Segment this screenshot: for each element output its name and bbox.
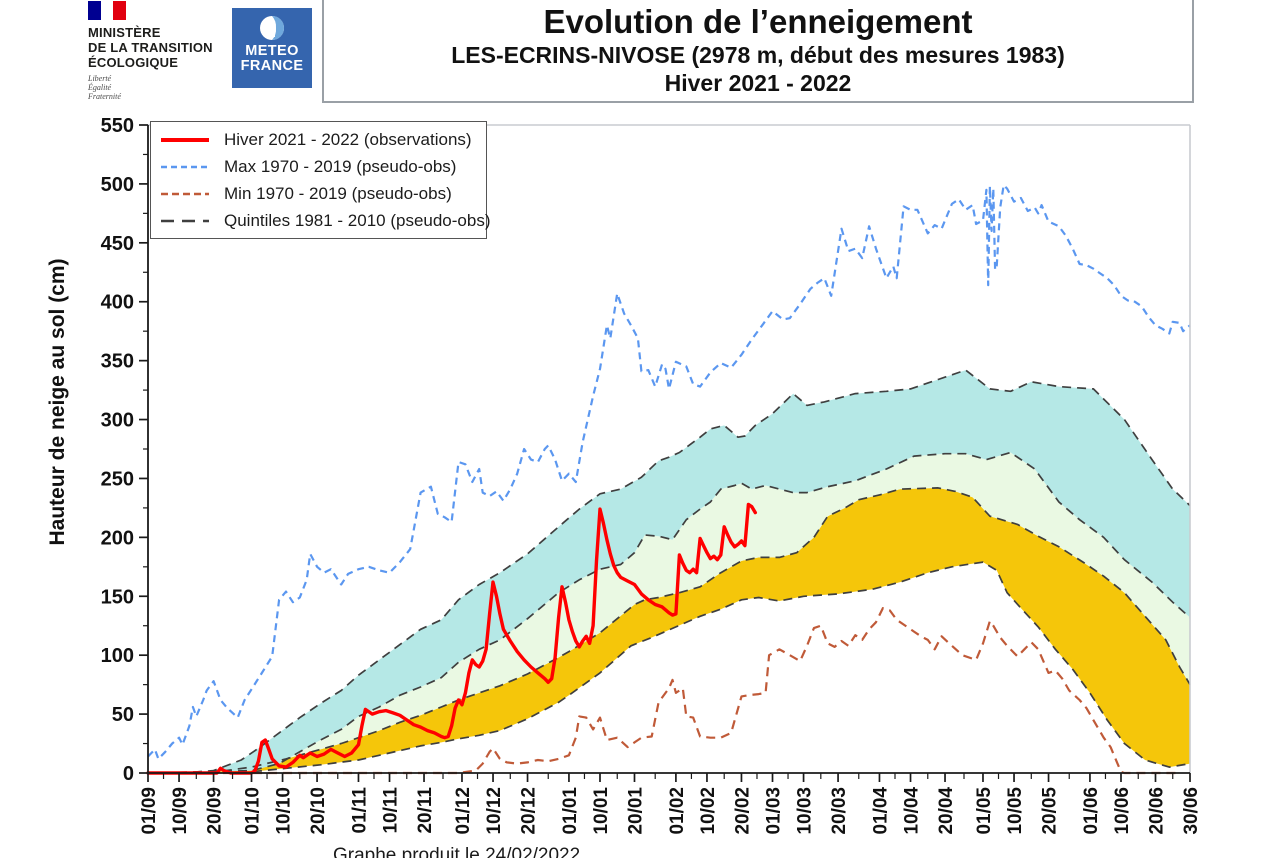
quintile-line-q20 xyxy=(148,561,1191,774)
meteo-line-1: METEO xyxy=(245,43,299,59)
legend-item-observations: Hiver 2021 - 2022 (observations) xyxy=(159,128,478,152)
french-flag-icon xyxy=(88,1,127,20)
ministry-line-2: DE LA TRANSITION xyxy=(88,40,213,55)
y-axis-title: Hauteur de neige au sol (cm) xyxy=(46,258,69,546)
x-tick-label: 10/11 xyxy=(381,787,402,834)
x-tick-label: 01/06 xyxy=(1081,787,1102,835)
legend-label-quintiles: Quintiles 1981 - 2010 (pseudo-obs) xyxy=(224,210,491,230)
ministry-name: MINISTÈRE DE LA TRANSITION ÉCOLOGIQUE xyxy=(88,25,213,70)
x-tick-label: 20/02 xyxy=(732,787,753,835)
x-tick-label: 01/12 xyxy=(453,787,474,835)
y-tick-label: 400 xyxy=(101,292,134,314)
chart-legend: Hiver 2021 - 2022 (observations) Max 197… xyxy=(150,121,491,239)
page-title: Evolution de l’enneigement xyxy=(543,3,973,40)
legend-label-min: Min 1970 - 2019 (pseudo-obs) xyxy=(224,183,452,203)
x-tick-label: 20/09 xyxy=(205,787,226,835)
meteo-line-2: FRANCE xyxy=(240,58,304,74)
meteo-france-logo: METEO FRANCE xyxy=(232,8,312,88)
band-q40-q60 xyxy=(148,452,1190,773)
y-tick-label: 450 xyxy=(101,233,134,255)
quintile-line-q60 xyxy=(147,451,1191,774)
x-tick-label: 10/06 xyxy=(1112,787,1133,835)
y-tick-label: 50 xyxy=(112,704,134,726)
y-tick-label: 0 xyxy=(123,763,134,785)
x-tick-label: 10/05 xyxy=(1005,787,1026,835)
flag-red-stripe xyxy=(113,1,127,20)
x-tick-label: 20/04 xyxy=(936,787,957,835)
y-tick-label: 300 xyxy=(101,410,134,432)
x-tick-label: 01/03 xyxy=(764,787,785,835)
legend-line-quintiles-icon xyxy=(161,219,209,222)
x-tick-label: 10/09 xyxy=(170,787,191,835)
flag-blue-stripe xyxy=(88,1,101,20)
x-tick-label: 20/06 xyxy=(1146,787,1167,835)
x-tick-label: 01/02 xyxy=(667,787,688,835)
y-tick-label: 550 xyxy=(101,115,134,137)
title-box: Evolution de l’enneigement LES-ECRINS-NI… xyxy=(322,0,1194,103)
x-tick-label: 10/04 xyxy=(902,787,923,835)
x-tick-label: 10/10 xyxy=(274,787,295,835)
y-tick-label: 200 xyxy=(101,527,134,549)
motto-liberte: Liberté xyxy=(88,74,112,83)
meteo-france-icon xyxy=(260,16,284,40)
ministry-motto: Liberté Égalité Fraternité xyxy=(88,74,121,101)
page-subtitle: LES-ECRINS-NIVOSE (2978 m, début des mes… xyxy=(451,42,1065,68)
motto-fraternite: Fraternité xyxy=(88,92,121,101)
y-tick-label: 500 xyxy=(101,174,134,196)
flag-white-stripe xyxy=(100,1,114,20)
x-tick-label: 20/03 xyxy=(829,787,850,835)
ministry-line-1: MINISTÈRE xyxy=(88,25,161,40)
band-q60-q80 xyxy=(148,370,1190,773)
y-tick-label: 350 xyxy=(101,351,134,373)
x-tick-label: 10/03 xyxy=(795,787,816,835)
legend-line-min-icon xyxy=(161,192,209,195)
legend-line-observations-icon xyxy=(161,137,209,142)
legend-label-max: Max 1970 - 2019 (pseudo-obs) xyxy=(224,156,457,176)
x-tick-label: 10/01 xyxy=(591,787,612,835)
x-tick-label: 01/04 xyxy=(870,787,891,835)
legend-item-quintiles: Quintiles 1981 - 2010 (pseudo-obs) xyxy=(159,209,491,233)
legend-label-observations: Hiver 2021 - 2022 (observations) xyxy=(224,129,472,149)
x-tick-label: 10/12 xyxy=(484,787,505,835)
x-tick-label: 30/06 xyxy=(1181,787,1202,835)
x-tick-label: 01/05 xyxy=(974,787,995,835)
page-season: Hiver 2021 - 2022 xyxy=(664,70,852,96)
legend-item-max: Max 1970 - 2019 (pseudo-obs) xyxy=(159,155,478,179)
observations-line xyxy=(146,502,757,775)
min-line xyxy=(148,607,1177,775)
x-tick-label: 01/09 xyxy=(139,787,160,835)
max-line xyxy=(147,184,1191,760)
y-tick-label: 250 xyxy=(101,468,134,490)
y-tick-label: 150 xyxy=(101,586,134,608)
legend-item-min: Min 1970 - 2019 (pseudo-obs) xyxy=(159,182,478,206)
x-tick-label: 01/10 xyxy=(243,787,264,835)
x-tick-label: 01/01 xyxy=(560,787,581,835)
legend-line-max-icon xyxy=(161,165,209,168)
x-tick-label: 20/10 xyxy=(308,787,329,835)
ministry-line-3: ÉCOLOGIQUE xyxy=(88,55,179,70)
x-tick-label: 10/02 xyxy=(698,787,719,835)
meteo-france-name: METEO FRANCE xyxy=(232,44,312,74)
y-tick-label: 100 xyxy=(101,645,134,667)
band-q20-q40 xyxy=(148,487,1190,773)
x-tick-label: 20/12 xyxy=(519,787,540,835)
chart-caption: Graphe produit le 24/02/2022 xyxy=(333,845,581,858)
x-tick-label: 20/05 xyxy=(1040,787,1061,835)
x-tick-label: 01/11 xyxy=(349,787,370,834)
motto-egalite: Égalité xyxy=(88,83,112,92)
x-tick-label: 20/11 xyxy=(415,787,436,834)
x-tick-label: 20/01 xyxy=(625,787,646,835)
quintile-line-q40 xyxy=(148,487,1191,774)
